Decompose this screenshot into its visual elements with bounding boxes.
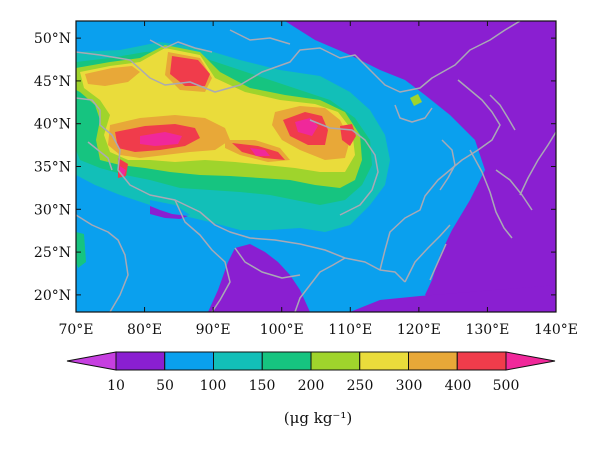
lon-tick-label: 90°E	[196, 322, 231, 338]
lat-tick-label: 30°N	[34, 202, 71, 218]
concentration-field-himalaya-purple-patch	[150, 206, 188, 219]
lat-tick-label: 25°N	[34, 245, 71, 261]
colorbar-segment	[359, 351, 409, 371]
colorbar-segment	[456, 351, 507, 371]
colorbar-level-label: 100	[200, 378, 227, 394]
lon-tick-label: 140°E	[534, 322, 578, 338]
colorbar-segment	[261, 351, 312, 371]
lon-tick-label: 110°E	[328, 322, 372, 338]
concentration-field-north-china-spot	[410, 94, 422, 106]
lat-tick-label: 45°N	[34, 74, 71, 90]
colorbar	[66, 351, 556, 371]
concentration-field-over-500	[119, 118, 318, 176]
concentration-field-400-500	[115, 56, 356, 178]
colorbar-level-label: 150	[249, 378, 276, 394]
lat-tick-label: 20°N	[34, 288, 71, 304]
lon-tick-label: 70°E	[58, 322, 93, 338]
colorbar-over-arrow	[505, 351, 556, 371]
colorbar-segment	[115, 351, 166, 371]
concentration-field-10-50-northeast	[285, 21, 556, 302]
colorbar-level-label: 250	[347, 378, 374, 394]
colorbar-level-label: 50	[156, 378, 174, 394]
map-panel	[76, 21, 556, 312]
colorbar-level-label: 10	[107, 378, 125, 394]
lat-tick-label: 50°N	[34, 31, 71, 47]
country-borders	[76, 21, 556, 312]
lat-tick-label: 40°N	[34, 117, 71, 133]
lon-tick-label: 120°E	[397, 322, 441, 338]
concentration-field-west-green-patch	[76, 232, 86, 268]
longitude-axis: 70°E 80°E 90°E 100°E 110°E 120°E 130°E 140°E	[58, 21, 578, 338]
lon-tick-label: 80°E	[127, 322, 162, 338]
colorbar-segment	[408, 351, 458, 371]
colorbar-level-label: 200	[298, 378, 325, 394]
latitude-axis: 20°N 25°N 30°N 35°N 40°N 45°N 50°N	[34, 31, 556, 304]
colorbar-level-label: 300	[396, 378, 423, 394]
concentration-field-10-50-india	[208, 244, 310, 312]
concentration-field-10-50-southeast	[350, 285, 556, 312]
lon-tick-label: 130°E	[465, 322, 509, 338]
colorbar-tick-labels: 10 50 100 150 200 250 300 400 500	[107, 378, 519, 394]
lon-tick-label: 100°E	[260, 322, 304, 338]
colorbar-under-arrow	[66, 351, 117, 371]
lat-tick-label: 35°N	[34, 160, 71, 176]
colorbar-level-label: 400	[445, 378, 472, 394]
colorbar-level-label: 500	[493, 378, 520, 394]
colorbar-segment	[213, 351, 263, 371]
colorbar-segment	[164, 351, 214, 371]
colorbar-unit-label: (μg kg⁻¹)	[284, 409, 352, 427]
colorbar-segment	[310, 351, 361, 371]
